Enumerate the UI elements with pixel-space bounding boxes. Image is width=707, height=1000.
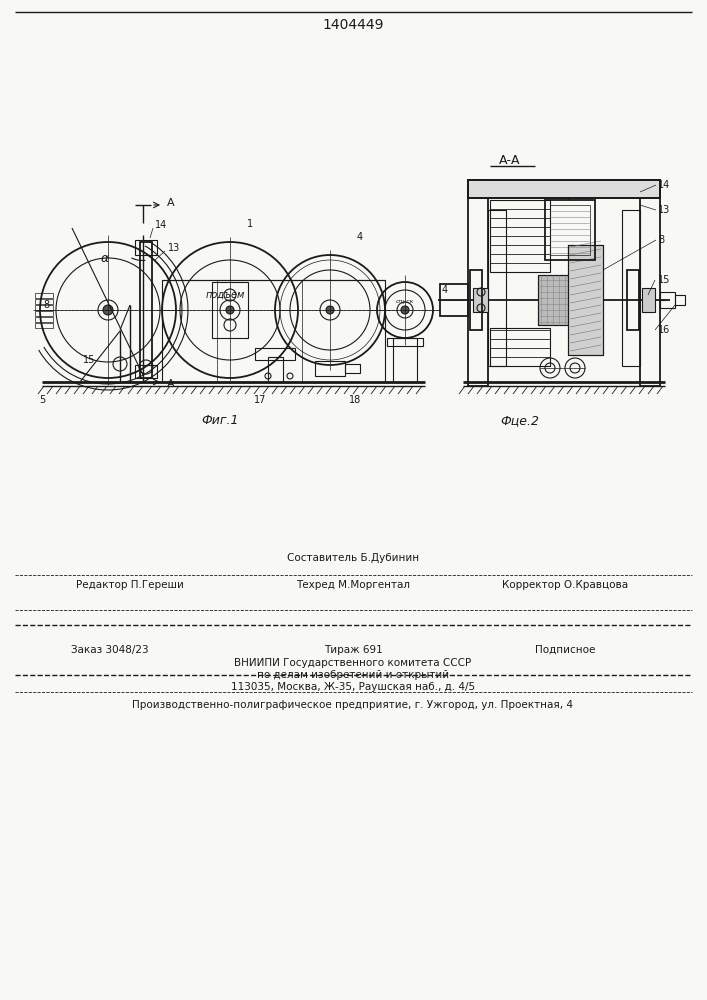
Bar xyxy=(642,288,655,312)
Text: 14: 14 xyxy=(658,180,670,190)
Bar xyxy=(35,323,53,328)
Bar xyxy=(568,245,603,355)
Text: Фце.2: Фце.2 xyxy=(501,414,539,428)
Bar xyxy=(473,288,488,312)
Text: 15: 15 xyxy=(658,275,670,285)
Bar xyxy=(550,205,590,255)
Bar xyxy=(135,240,157,255)
Bar xyxy=(135,365,157,378)
Bar xyxy=(675,295,685,305)
Text: А-А: А-А xyxy=(499,153,521,166)
Text: подъем: подъем xyxy=(205,290,245,300)
Text: Производственно-полиграфическое предприятие, г. Ужгород, ул. Проектная, 4: Производственно-полиграфическое предприя… xyxy=(132,700,573,710)
Bar xyxy=(387,338,423,346)
Bar xyxy=(660,292,675,308)
Bar xyxy=(393,338,417,382)
Bar xyxy=(490,200,550,272)
Text: 5: 5 xyxy=(39,395,45,405)
Text: A: A xyxy=(167,379,175,389)
Text: 4: 4 xyxy=(442,285,448,295)
Bar xyxy=(315,361,345,376)
Bar xyxy=(35,317,53,322)
Bar xyxy=(35,293,53,298)
Text: 15: 15 xyxy=(83,355,95,365)
Bar xyxy=(568,245,603,355)
Bar xyxy=(35,305,53,310)
Text: 16: 16 xyxy=(658,325,670,335)
Text: Фиг.1: Фиг.1 xyxy=(201,414,239,428)
Text: Техред М.Моргентал: Техред М.Моргентал xyxy=(296,580,410,590)
Text: Тираж 691: Тираж 691 xyxy=(324,645,382,655)
Text: 17: 17 xyxy=(254,395,267,405)
Bar xyxy=(640,180,660,386)
Bar xyxy=(212,282,248,338)
Text: 13: 13 xyxy=(168,243,180,253)
Bar xyxy=(468,180,660,198)
Text: α: α xyxy=(101,251,109,264)
Bar xyxy=(162,280,385,382)
Text: по делам изобретений и открытий: по делам изобретений и открытий xyxy=(257,670,449,680)
Text: 14: 14 xyxy=(155,220,168,230)
Text: 18: 18 xyxy=(349,395,361,405)
Bar xyxy=(440,284,468,316)
Text: 4: 4 xyxy=(357,232,363,242)
Text: 1: 1 xyxy=(247,219,253,229)
Bar xyxy=(140,242,152,378)
Bar xyxy=(488,210,506,366)
Text: Корректор О.Кравцова: Корректор О.Кравцова xyxy=(502,580,628,590)
Text: 113035, Москва, Ж-35, Раушская наб., д. 4/5: 113035, Москва, Ж-35, Раушская наб., д. … xyxy=(231,682,475,692)
Bar xyxy=(468,180,488,386)
Text: Составитель Б.Дубинин: Составитель Б.Дубинин xyxy=(287,553,419,563)
Bar xyxy=(538,275,583,325)
Text: 8: 8 xyxy=(44,300,50,310)
Text: Заказ 3048/23: Заказ 3048/23 xyxy=(71,645,148,655)
Circle shape xyxy=(401,306,409,314)
Bar xyxy=(538,275,583,325)
Bar xyxy=(345,364,360,373)
Bar xyxy=(35,299,53,304)
Bar xyxy=(470,270,482,330)
Bar xyxy=(490,328,550,366)
Bar xyxy=(627,270,639,330)
Circle shape xyxy=(226,306,234,314)
Bar xyxy=(545,200,595,260)
Bar xyxy=(268,357,283,382)
Text: Редактор П.Гереши: Редактор П.Гереши xyxy=(76,580,184,590)
Bar xyxy=(468,180,660,198)
Circle shape xyxy=(326,306,334,314)
Circle shape xyxy=(103,305,113,315)
Text: 1404449: 1404449 xyxy=(322,18,384,32)
Text: спуск: спуск xyxy=(396,300,414,304)
Bar xyxy=(35,311,53,316)
Text: Подписное: Подписное xyxy=(534,645,595,655)
Text: ВНИИПИ Государственного комитета СССР: ВНИИПИ Государственного комитета СССР xyxy=(235,658,472,668)
Bar xyxy=(255,348,295,360)
Text: 8: 8 xyxy=(658,235,664,245)
Text: 13: 13 xyxy=(658,205,670,215)
Bar xyxy=(622,210,640,366)
Text: A: A xyxy=(167,198,175,208)
